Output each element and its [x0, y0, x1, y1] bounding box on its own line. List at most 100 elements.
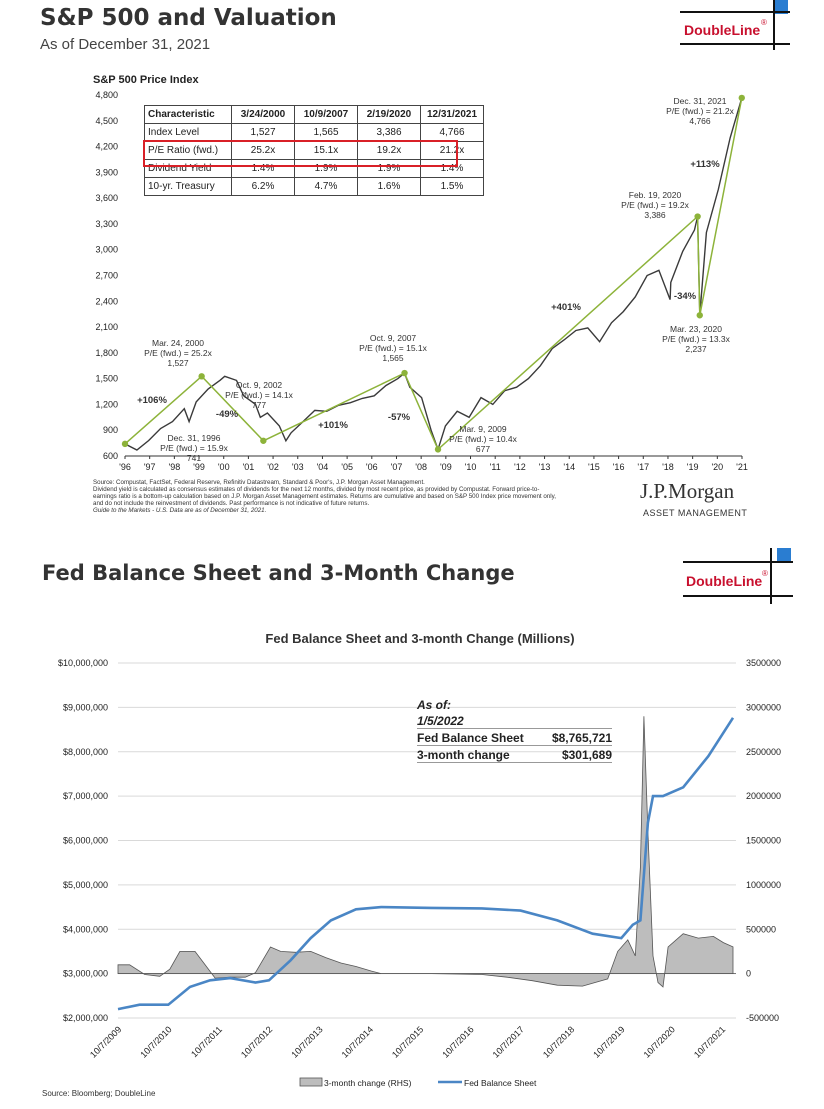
sp500-chart-title: S&P 500 Price Index	[93, 74, 199, 86]
x-tick-label: '08	[415, 462, 427, 472]
x-tick-label: 10/7/2012	[239, 1024, 274, 1059]
y-tick-label: 1,500	[95, 374, 118, 384]
x-tick-label: '16	[613, 462, 625, 472]
valuation-table: Characteristic 3/24/2000 10/9/2007 2/19/202…	[144, 105, 484, 196]
page-title: S&P 500 and Valuation	[40, 5, 337, 31]
x-tick-label: '96	[119, 462, 131, 472]
sp500-price-line	[124, 97, 743, 452]
x-tick-label: 10/7/2013	[289, 1024, 324, 1059]
annotation-dec-2021: 4,766	[689, 116, 711, 126]
x-tick-label: '05	[341, 462, 353, 472]
x-tick-label: '11	[490, 462, 501, 472]
page-subtitle: As of December 31, 2021	[40, 36, 211, 53]
legend-area-swatch	[299, 1077, 323, 1087]
x-tick-label: '97	[144, 462, 156, 472]
y-tick-label: 2,100	[95, 322, 118, 332]
x-tick-label: '10	[465, 462, 477, 472]
annotation-oct-2002: 777	[252, 400, 266, 410]
table-cell: 6.2%	[231, 177, 295, 196]
annotation-feb-2020: Feb. 19, 2020	[629, 190, 682, 200]
fed-info-box: As of: 1/5/2022 Fed Balance Sheet $8,765…	[417, 698, 617, 763]
table-header-cell: Characteristic	[144, 105, 232, 124]
y2-tick-label: 2000000	[746, 791, 781, 801]
source-line: Guide to the Markets - U.S. Data are as …	[93, 506, 267, 514]
y-tick-label: $8,000,000	[63, 747, 108, 757]
trend-point	[198, 373, 205, 380]
x-tick-label: 10/7/2018	[541, 1024, 576, 1059]
x-tick-label: '98	[168, 462, 180, 472]
x-tick-label: '13	[539, 462, 551, 472]
x-tick-label: '04	[317, 462, 329, 472]
y-tick-label: $9,000,000	[63, 702, 108, 712]
percent-change-label: -49%	[216, 409, 239, 420]
pe-ratio-highlight	[143, 140, 458, 167]
y-tick-label: $6,000,000	[63, 836, 108, 846]
table-cell: 1.5%	[420, 177, 484, 196]
table-cell: 1.6%	[357, 177, 421, 196]
x-tick-label: '12	[514, 462, 526, 472]
fed-balance-label: Fed Balance Sheet	[417, 731, 524, 745]
x-tick-label: 10/7/2010	[138, 1024, 173, 1059]
x-tick-label: '18	[662, 462, 674, 472]
y2-tick-label: 0	[746, 969, 751, 979]
three-month-row: 3-month change $301,689	[417, 748, 612, 763]
table-cell: 10-yr. Treasury	[144, 177, 232, 196]
y-tick-label: $4,000,000	[63, 924, 108, 934]
legend-area-label: 3-month change (RHS)	[324, 1078, 412, 1088]
table-header-cell: 12/31/2021	[420, 105, 484, 124]
annotation-mar-2020: Mar. 23, 2020	[670, 324, 722, 334]
annotation-mar-2009: Mar. 9, 2009	[459, 424, 507, 434]
x-tick-label: '15	[588, 462, 600, 472]
y-tick-label: 4,500	[95, 116, 118, 126]
source-line: Source: Compustat, FactSet, Federal Rese…	[93, 479, 425, 486]
annotation-mar-2009: 677	[476, 444, 490, 454]
y-tick-label: 3,900	[95, 167, 118, 177]
registered-mark: ®	[761, 18, 767, 27]
y2-tick-label: 1000000	[746, 880, 781, 890]
sp500-source-note: Source: Compustat, FactSet, Federal Rese…	[93, 479, 633, 515]
y-tick-label: 4,200	[95, 142, 118, 152]
x-tick-label: 10/7/2014	[340, 1024, 375, 1059]
x-tick-label: 10/7/2021	[692, 1024, 727, 1059]
y-tick-label: 2,400	[95, 296, 118, 306]
x-tick-label: '17	[637, 462, 649, 472]
source-line: Dividend yield is calculated as consensu…	[93, 485, 540, 493]
x-tick-label: 10/7/2019	[591, 1024, 626, 1059]
trend-point	[401, 369, 408, 377]
percent-change-label: +113%	[690, 159, 720, 170]
x-tick-label: '03	[292, 462, 304, 472]
y-tick-label: $5,000,000	[63, 880, 108, 890]
x-tick-label: 10/7/2009	[88, 1024, 123, 1059]
annotation-dec-1996: Dec. 31, 1996	[168, 433, 221, 443]
x-tick-label: '20	[711, 462, 723, 472]
y-tick-label: 3,300	[95, 219, 118, 229]
x-tick-label: '06	[366, 462, 378, 472]
annotation-dec-2021: Dec. 31, 2021	[674, 96, 727, 106]
y-tick-label: $7,000,000	[63, 791, 108, 801]
trend-point	[738, 94, 745, 102]
x-tick-label: '14	[563, 462, 575, 472]
x-tick-label: 10/7/2017	[491, 1024, 526, 1059]
doubleline-logo-2: DoubleLine ®	[683, 548, 793, 604]
section-title: Fed Balance Sheet and 3-Month Change	[42, 561, 515, 585]
annotation-mar-2020: P/E (fwd.) = 13.3x	[662, 334, 731, 344]
y-tick-label: 3,000	[95, 245, 118, 255]
table-row: Index Level 1,527 1,565 3,386 4,766	[144, 123, 484, 142]
y-tick-label: $3,000,000	[63, 969, 108, 979]
y-tick-label: 1,200	[95, 399, 118, 409]
percent-change-label: -34%	[674, 291, 697, 302]
y-tick-label: 4,800	[95, 90, 118, 100]
three-month-value: $301,689	[561, 748, 612, 762]
percent-change-label: +106%	[137, 395, 167, 406]
table-row: P/E Ratio (fwd.) 25.2x 15.1x 19.2x 21.2x	[144, 141, 484, 160]
trend-point	[121, 440, 129, 448]
y-tick-label: 3,600	[95, 193, 118, 203]
annotation-mar-2020: 2,237	[685, 344, 707, 354]
three-month-label: 3-month change	[417, 748, 510, 762]
annotation-feb-2020: P/E (fwd.) = 19.2x	[621, 200, 690, 210]
legend-line-label: Fed Balance Sheet	[464, 1078, 537, 1088]
table-row: 10-yr. Treasury 6.2% 4.7% 1.6% 1.5%	[144, 177, 484, 196]
trend-point	[694, 213, 701, 220]
doubleline-logo-text-2: DoubleLine	[686, 573, 763, 589]
source-line: earnings ratio is a bottom-up calculatio…	[93, 492, 556, 500]
